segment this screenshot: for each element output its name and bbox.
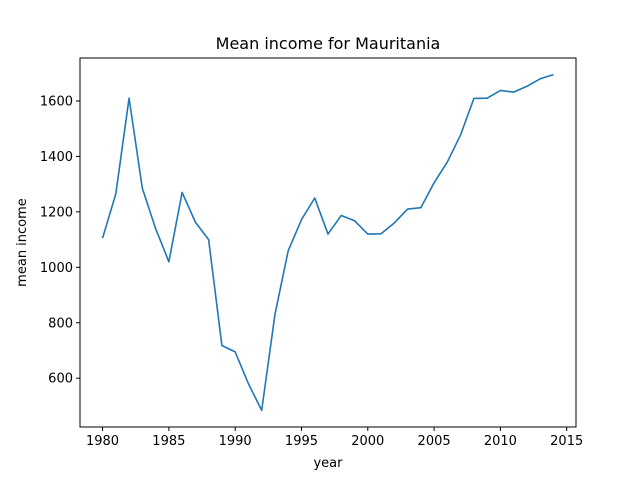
y-tick-label: 1200	[40, 205, 73, 220]
chart-title: Mean income for Mauritania	[216, 34, 441, 53]
y-tick-label: 800	[48, 316, 73, 331]
x-tick-label: 2005	[418, 434, 451, 449]
x-tick-label: 1985	[152, 434, 185, 449]
x-tick-label: 2010	[484, 434, 517, 449]
y-tick-label: 600	[48, 372, 73, 387]
x-axis-ticks: 1980 1985 1990 1995 2000 2005 2010 2015	[86, 427, 583, 449]
y-tick-label: 1000	[40, 261, 73, 276]
x-tick-label: 2000	[351, 434, 384, 449]
x-tick-label: 1995	[285, 434, 318, 449]
y-tick-label: 1400	[40, 150, 73, 165]
y-tick-label: 1600	[40, 94, 73, 109]
x-tick-label: 1990	[219, 434, 252, 449]
y-axis-title: mean income	[15, 198, 30, 287]
y-axis-ticks: 600 800 1000 1200 1400 1600	[40, 94, 80, 387]
x-tick-label: 2015	[550, 434, 583, 449]
series-line	[101, 73, 554, 412]
axes-frame	[79, 57, 577, 428]
x-tick-label: 1980	[86, 434, 119, 449]
x-axis-title: year	[313, 456, 343, 471]
plot-area	[101, 73, 554, 412]
